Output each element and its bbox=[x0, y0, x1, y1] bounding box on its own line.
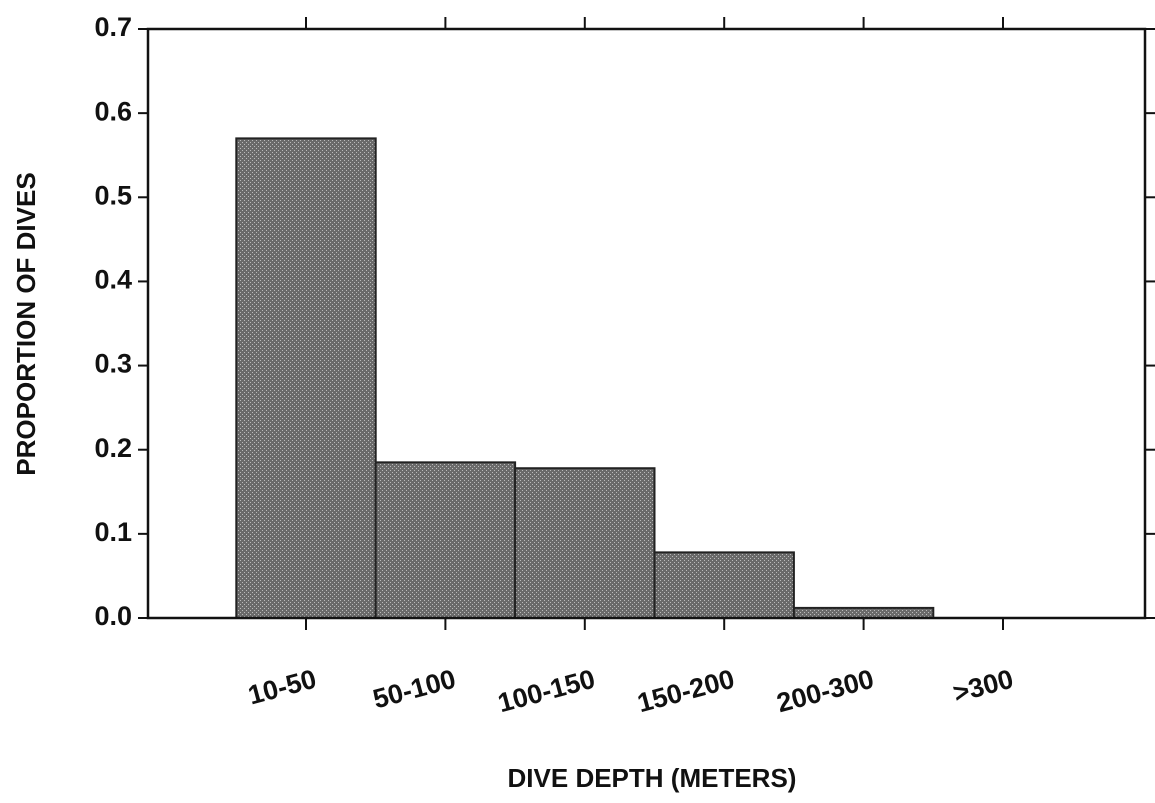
bar bbox=[792, 606, 935, 619]
y-axis-label: PROPORTION OF DIVES bbox=[11, 172, 41, 475]
y-tick-label: 0.6 bbox=[94, 96, 132, 126]
x-tick-label: 100-150 bbox=[495, 664, 598, 719]
y-tick-label: 0.4 bbox=[94, 265, 132, 295]
bar bbox=[374, 461, 517, 620]
y-tick-label: 0.3 bbox=[94, 349, 132, 379]
y-tick-label: 0.0 bbox=[94, 601, 132, 631]
x-tick-label: 10-50 bbox=[245, 664, 319, 711]
x-tick-label: 150-200 bbox=[634, 664, 737, 719]
bar bbox=[235, 137, 377, 619]
x-tick-label: 200-300 bbox=[774, 664, 877, 719]
bar bbox=[653, 551, 795, 620]
plot-frame bbox=[146, 27, 1147, 620]
x-axis-label: DIVE DEPTH (METERS) bbox=[508, 763, 797, 793]
x-tick-label: >300 bbox=[950, 664, 1017, 709]
y-tick-label: 0.2 bbox=[94, 433, 132, 463]
bar bbox=[514, 467, 656, 619]
y-tick-label: 0.5 bbox=[94, 180, 132, 210]
y-tick-label: 0.7 bbox=[94, 12, 132, 42]
y-tick-label: 0.1 bbox=[94, 517, 132, 547]
x-tick-label: 50-100 bbox=[370, 664, 459, 715]
